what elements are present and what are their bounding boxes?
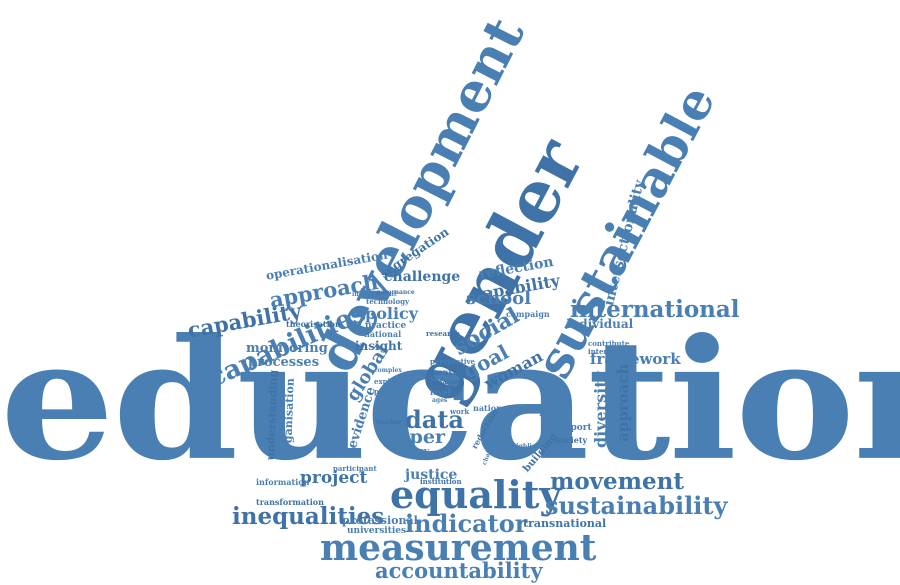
word-contribute: contribute: [588, 340, 629, 347]
word-participant: participant: [333, 465, 377, 472]
word-approach-2: approach: [616, 364, 631, 442]
word-intersecting: intersecting: [588, 348, 636, 355]
word-campaign: campaign: [506, 310, 550, 318]
word-accountability: accountability: [375, 560, 543, 581]
word-society: society: [556, 436, 587, 444]
word-level: level: [430, 388, 451, 396]
word-sdgs: sdgs: [430, 377, 445, 383]
word-governance: governance: [376, 290, 415, 296]
word-poverty: poverty: [374, 388, 403, 395]
word-ages: ages: [432, 398, 447, 404]
word-work: work: [450, 408, 469, 415]
word-theorisation: theorisation: [286, 320, 341, 328]
word-research: research: [426, 330, 460, 337]
word-report: report: [560, 424, 592, 433]
word-insight: insight: [355, 340, 402, 352]
word-organisation: organisation: [282, 378, 296, 456]
word-school: school: [466, 290, 531, 308]
word-diversity: diversity: [593, 371, 609, 448]
word-processes: processes: [248, 356, 319, 369]
word-explore: explore: [374, 378, 403, 385]
word-complex: complex: [374, 368, 402, 374]
word-sustainability: sustainability: [545, 494, 727, 518]
word-kenya: kenya: [432, 368, 458, 376]
word-understanding: understanding: [265, 370, 279, 461]
word-national: national: [364, 330, 401, 338]
word-movement: movement: [550, 470, 684, 493]
word-transformation: transformation: [256, 498, 324, 506]
word-universities: universities: [347, 527, 406, 536]
word-individual: individual: [566, 318, 633, 330]
word-professional: professional: [342, 515, 418, 526]
word-teacher: teacher: [376, 420, 401, 426]
word-monitoring: monitoring: [246, 342, 328, 355]
word-policy: policy: [365, 306, 418, 322]
word-challenge: challenge: [384, 270, 460, 284]
word-information: information: [256, 478, 309, 486]
word-indicator: indicator: [405, 512, 527, 536]
word-institution: institution: [420, 478, 462, 485]
word-transnational: transnational: [523, 518, 606, 529]
word-paper: paper: [384, 428, 445, 447]
word-agency: agency: [394, 448, 429, 457]
word-technology: technology: [366, 298, 409, 305]
word-highlight: highlight: [512, 444, 543, 450]
word-perspective: perspective: [430, 358, 475, 365]
